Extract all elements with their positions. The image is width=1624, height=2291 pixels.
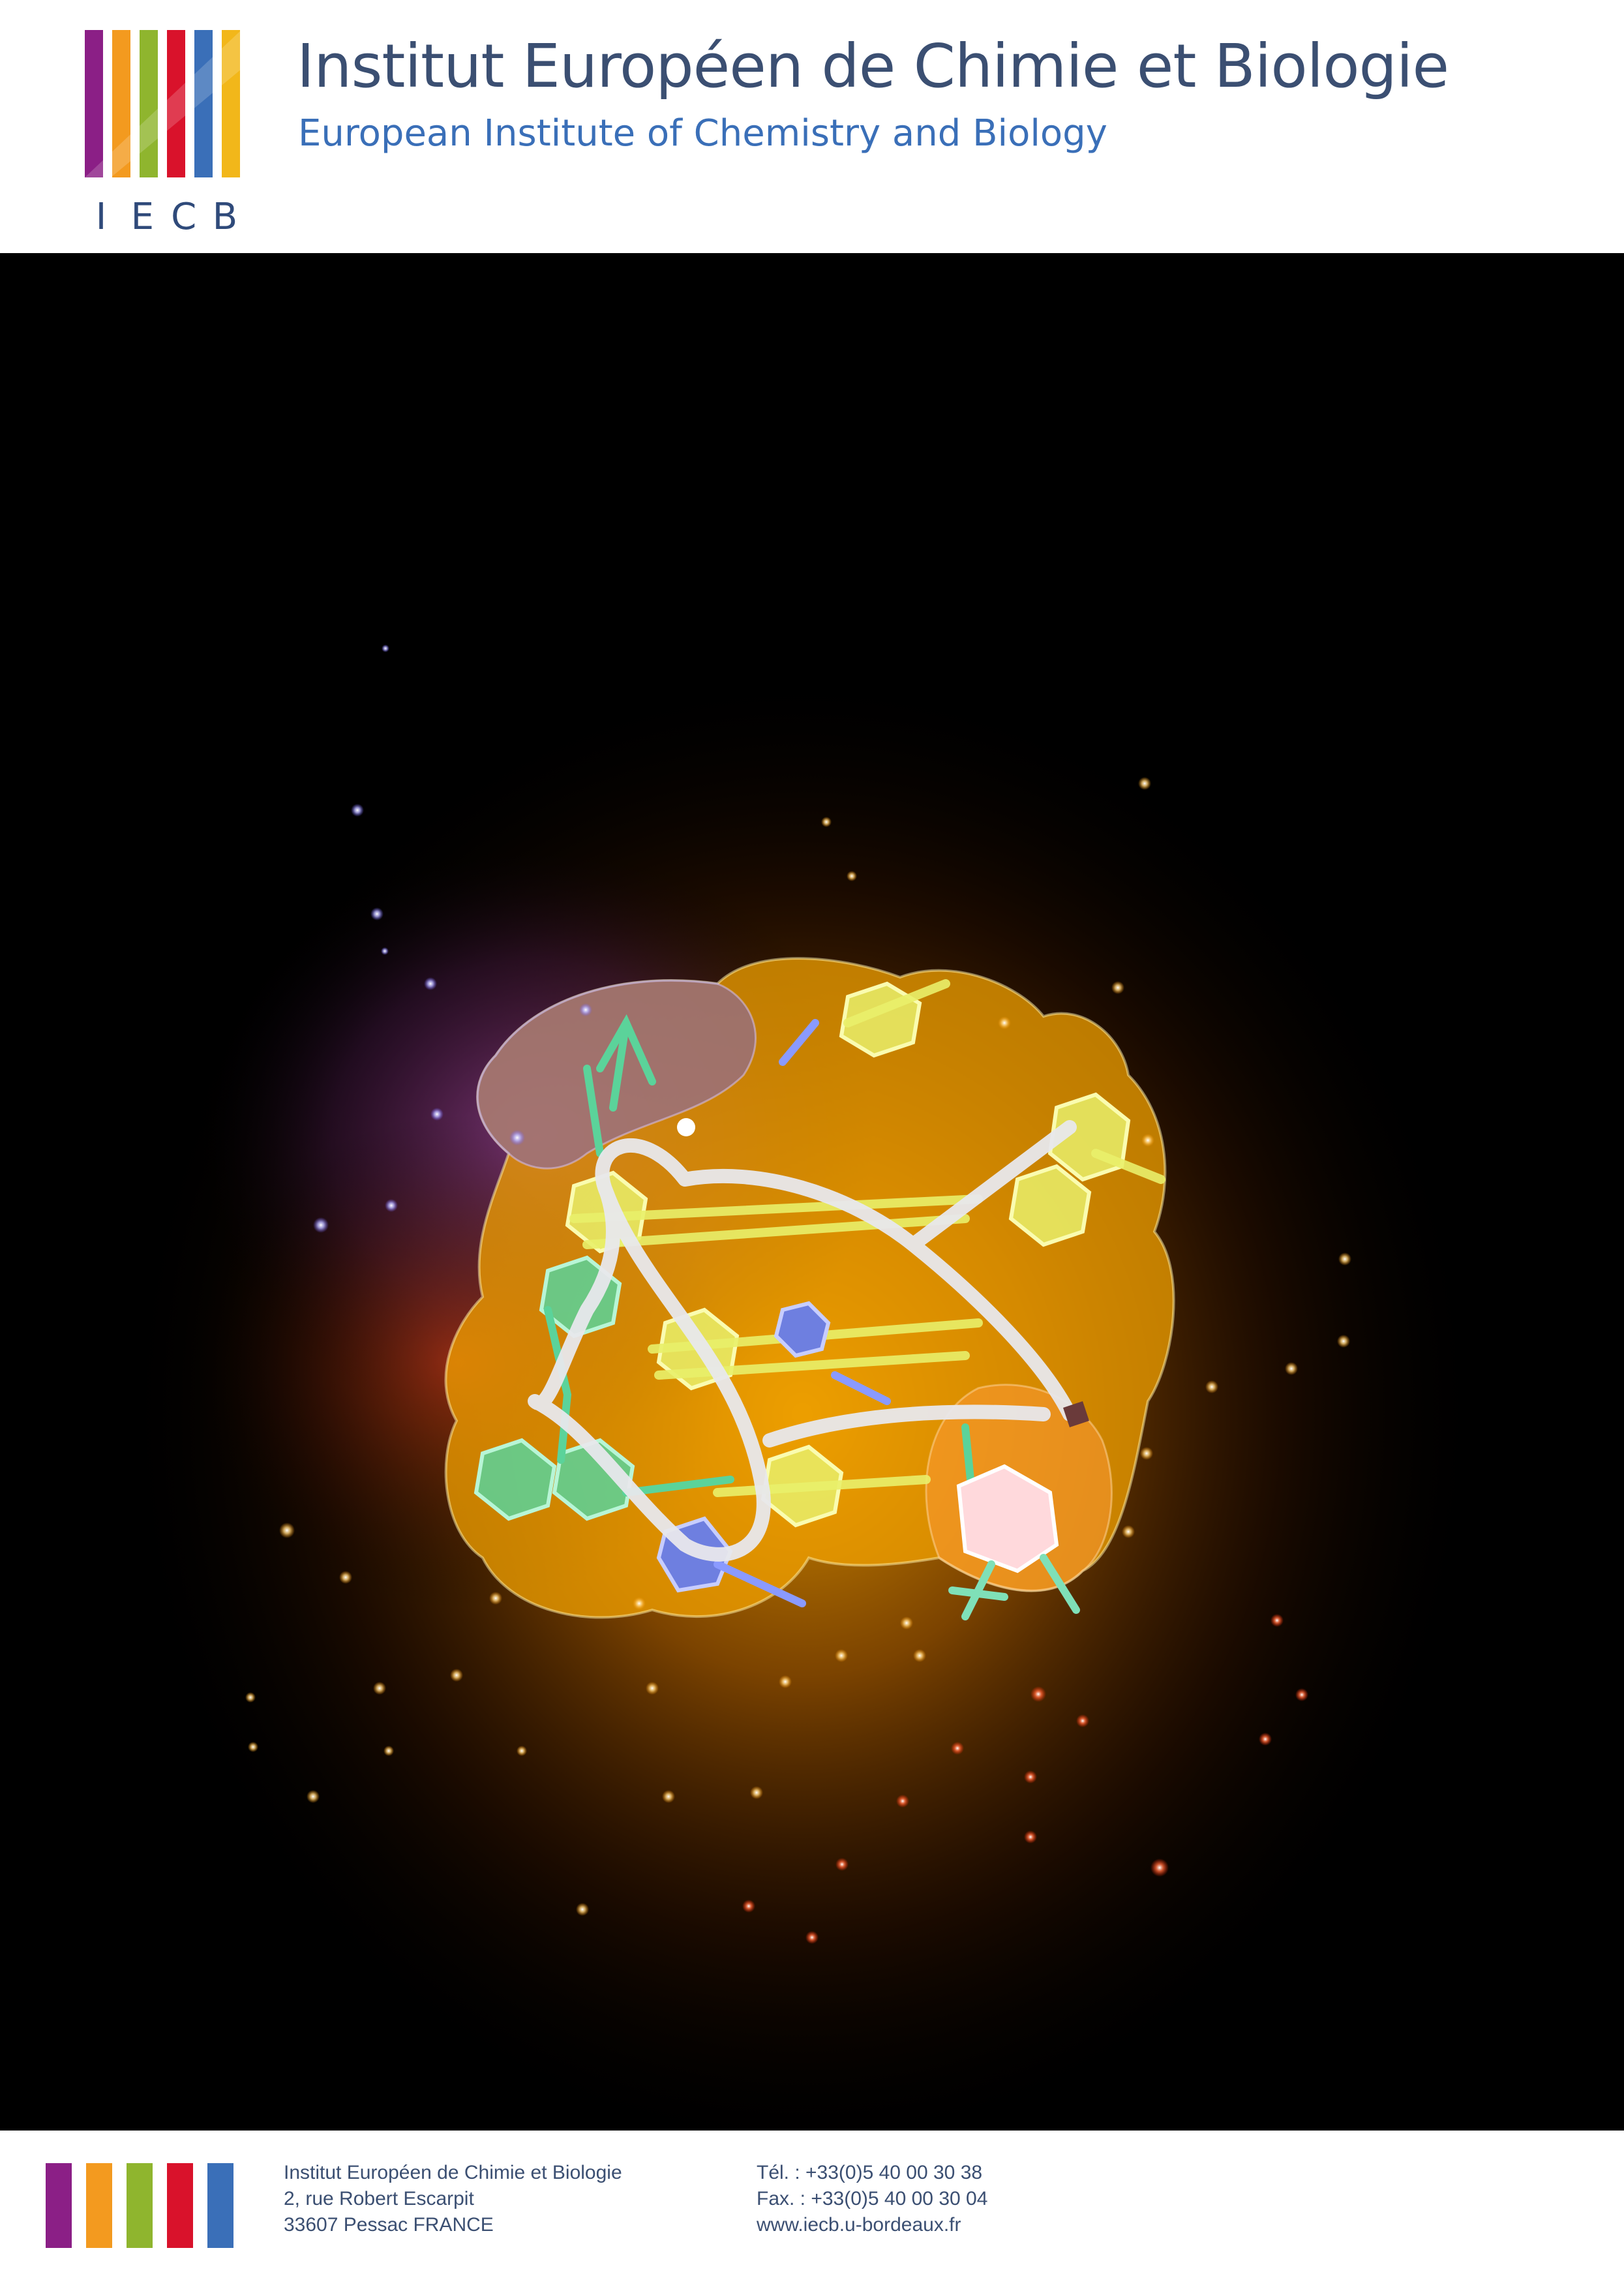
address-line: Institut Européen de Chimie et Biologie	[284, 2162, 622, 2183]
logo-letter: E	[130, 196, 155, 238]
footer-address: Institut Européen de Chimie et Biologie …	[284, 2160, 622, 2238]
molecule-artwork	[0, 253, 1624, 2131]
footer-contact: Tél. : +33(0)5 40 00 30 38 Fax. : +33(0)…	[757, 2160, 987, 2238]
footer: Institut Européen de Chimie et Biologie …	[0, 2131, 1624, 2291]
logo-letters: I E C B	[85, 196, 241, 238]
molecule-illustration	[117, 645, 1487, 2131]
iecb-logo: I E C B	[85, 30, 241, 238]
logo-letter: B	[212, 196, 238, 238]
address-line: 33607 Pessac FRANCE	[284, 2214, 494, 2236]
phone-line: Tél. : +33(0)5 40 00 30 38	[757, 2162, 983, 2183]
header: I E C B Institut Européen de Chimie et B…	[0, 0, 1624, 253]
institute-title-fr: Institut Européen de Chimie et Biologie	[297, 31, 1449, 101]
logo-letter: C	[171, 196, 197, 238]
logo-bars-icon	[85, 30, 241, 177]
fax-line: Fax. : +33(0)5 40 00 30 04	[757, 2188, 988, 2209]
institute-title-en: European Institute of Chemistry and Biol…	[298, 112, 1107, 155]
logo-letter: I	[95, 196, 107, 238]
address-line: 2, rue Robert Escarpit	[284, 2188, 474, 2209]
website-link[interactable]: www.iecb.u-bordeaux.fr	[757, 2214, 961, 2236]
footer-logo-bars-icon	[46, 2163, 233, 2248]
